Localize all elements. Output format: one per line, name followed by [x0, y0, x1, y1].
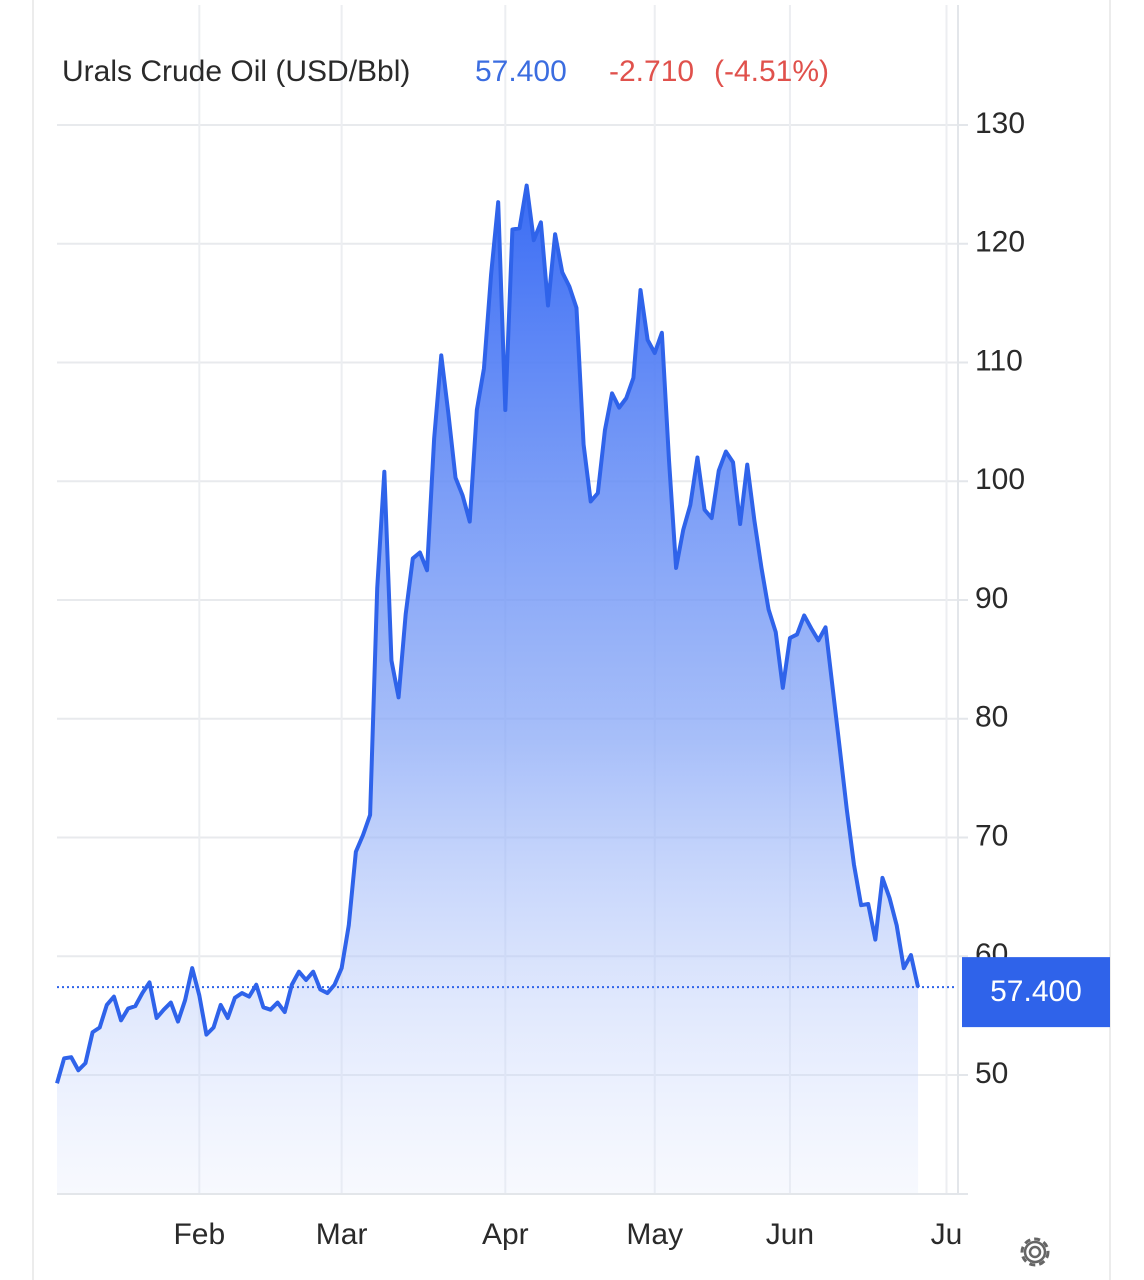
price-change: -2.710 [609, 55, 694, 88]
y-tick-label: 110 [975, 344, 1023, 377]
settings-icon[interactable] [1020, 1237, 1050, 1267]
x-tick-label: May [626, 1218, 683, 1251]
x-tick-label: Ju [931, 1218, 963, 1251]
y-tick-label: 90 [975, 582, 1008, 615]
y-tick-label: 50 [975, 1057, 1008, 1090]
y-tick-label: 100 [975, 463, 1025, 496]
x-tick-label: Apr [482, 1218, 529, 1251]
last-value-box [962, 957, 1110, 1028]
y-tick-label: 70 [975, 819, 1008, 852]
chart-title: Urals Crude Oil (USD/Bbl) [62, 55, 410, 88]
area [57, 185, 919, 1194]
plot [55, 183, 962, 1194]
line [55, 183, 920, 1084]
y-tick-label: 130 [975, 107, 1025, 140]
y-tick-label: 120 [975, 226, 1025, 259]
x-tick-label: Jun [766, 1218, 814, 1251]
x-tick-label: Mar [316, 1218, 368, 1251]
last-price: 57.400 [475, 55, 567, 88]
last-value-label: 57.400 [990, 975, 1082, 1008]
price-change-percent: (-4.51%) [714, 55, 829, 88]
x-tick-label: Feb [173, 1218, 225, 1251]
y-tick-label: 80 [975, 701, 1008, 734]
